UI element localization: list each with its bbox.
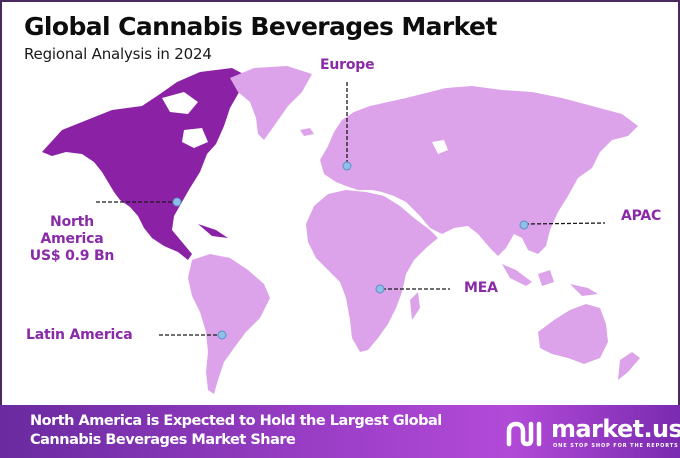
label-north-america: North America US$ 0.9 Bn <box>22 214 122 265</box>
logo-tagline: ONE STOP SHOP FOR THE REPORTS <box>553 443 679 449</box>
region-eurasia <box>320 86 638 256</box>
region-africa <box>306 190 438 352</box>
world-map <box>42 66 640 394</box>
page-title: Global Cannabis Beverages Market <box>24 12 497 41</box>
footer-banner: North America is Expected to Hold the La… <box>0 405 680 458</box>
footer-headline: North America is Expected to Hold the La… <box>30 412 442 450</box>
footer-line2: Cannabis Beverages Market Share <box>30 432 296 448</box>
logo-mark-icon <box>506 421 542 447</box>
region-greenland <box>230 66 312 140</box>
label-mea: MEA <box>464 280 498 296</box>
connector-lines <box>96 82 606 336</box>
label-latin-america: Latin America <box>26 327 133 343</box>
region-north-america <box>42 68 247 260</box>
page-subtitle: Regional Analysis in 2024 <box>24 45 212 63</box>
label-north-america-line1: North <box>50 214 94 230</box>
label-europe: Europe <box>320 57 375 73</box>
marker-mea <box>375 284 385 294</box>
marker-apac <box>519 220 529 230</box>
market-us-logo: market.us ONE STOP SHOP FOR THE REPORTS <box>505 415 680 451</box>
label-apac: APAC <box>621 208 662 224</box>
marker-europe <box>342 161 352 171</box>
region-australia <box>538 304 608 364</box>
region-latin-america <box>188 254 270 394</box>
footer-line1: North America is Expected to Hold the La… <box>30 413 442 429</box>
label-north-america-line2: America <box>40 231 104 247</box>
label-north-america-value: US$ 0.9 Bn <box>29 248 115 264</box>
marker-north-america <box>172 197 182 207</box>
marker-latin-america <box>217 330 227 340</box>
logo-wordmark: market.us <box>551 415 680 443</box>
